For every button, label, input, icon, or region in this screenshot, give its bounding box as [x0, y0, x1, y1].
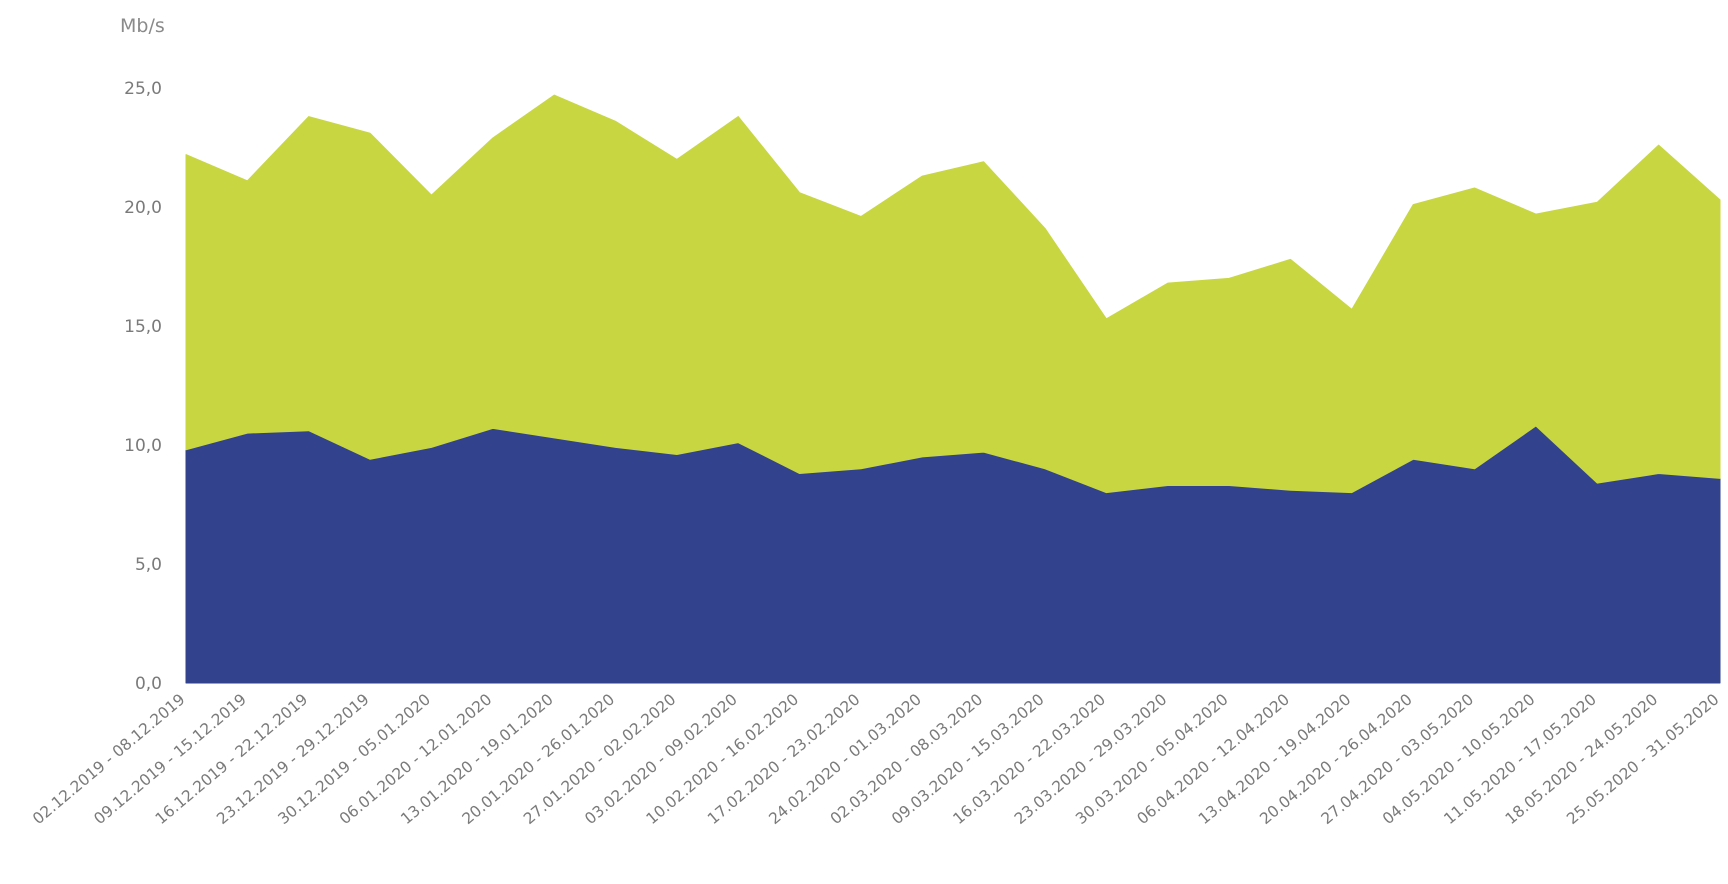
- y-tick-label: 25,0: [124, 79, 162, 99]
- area-series-1: [185, 425, 1721, 684]
- y-tick-label: 20,0: [124, 198, 162, 218]
- y-axis-ticks: 0,0 5,0 10,0 15,0 20,0 25,0: [124, 79, 162, 694]
- y-axis-unit-label: Mb/s: [120, 15, 165, 37]
- y-tick-label: 15,0: [124, 317, 162, 337]
- area-series: [185, 94, 1721, 684]
- y-tick-label: 0,0: [135, 674, 162, 694]
- area-series-2: [185, 94, 1721, 494]
- y-tick-label: 5,0: [135, 555, 162, 575]
- y-tick-label: 10,0: [124, 436, 162, 456]
